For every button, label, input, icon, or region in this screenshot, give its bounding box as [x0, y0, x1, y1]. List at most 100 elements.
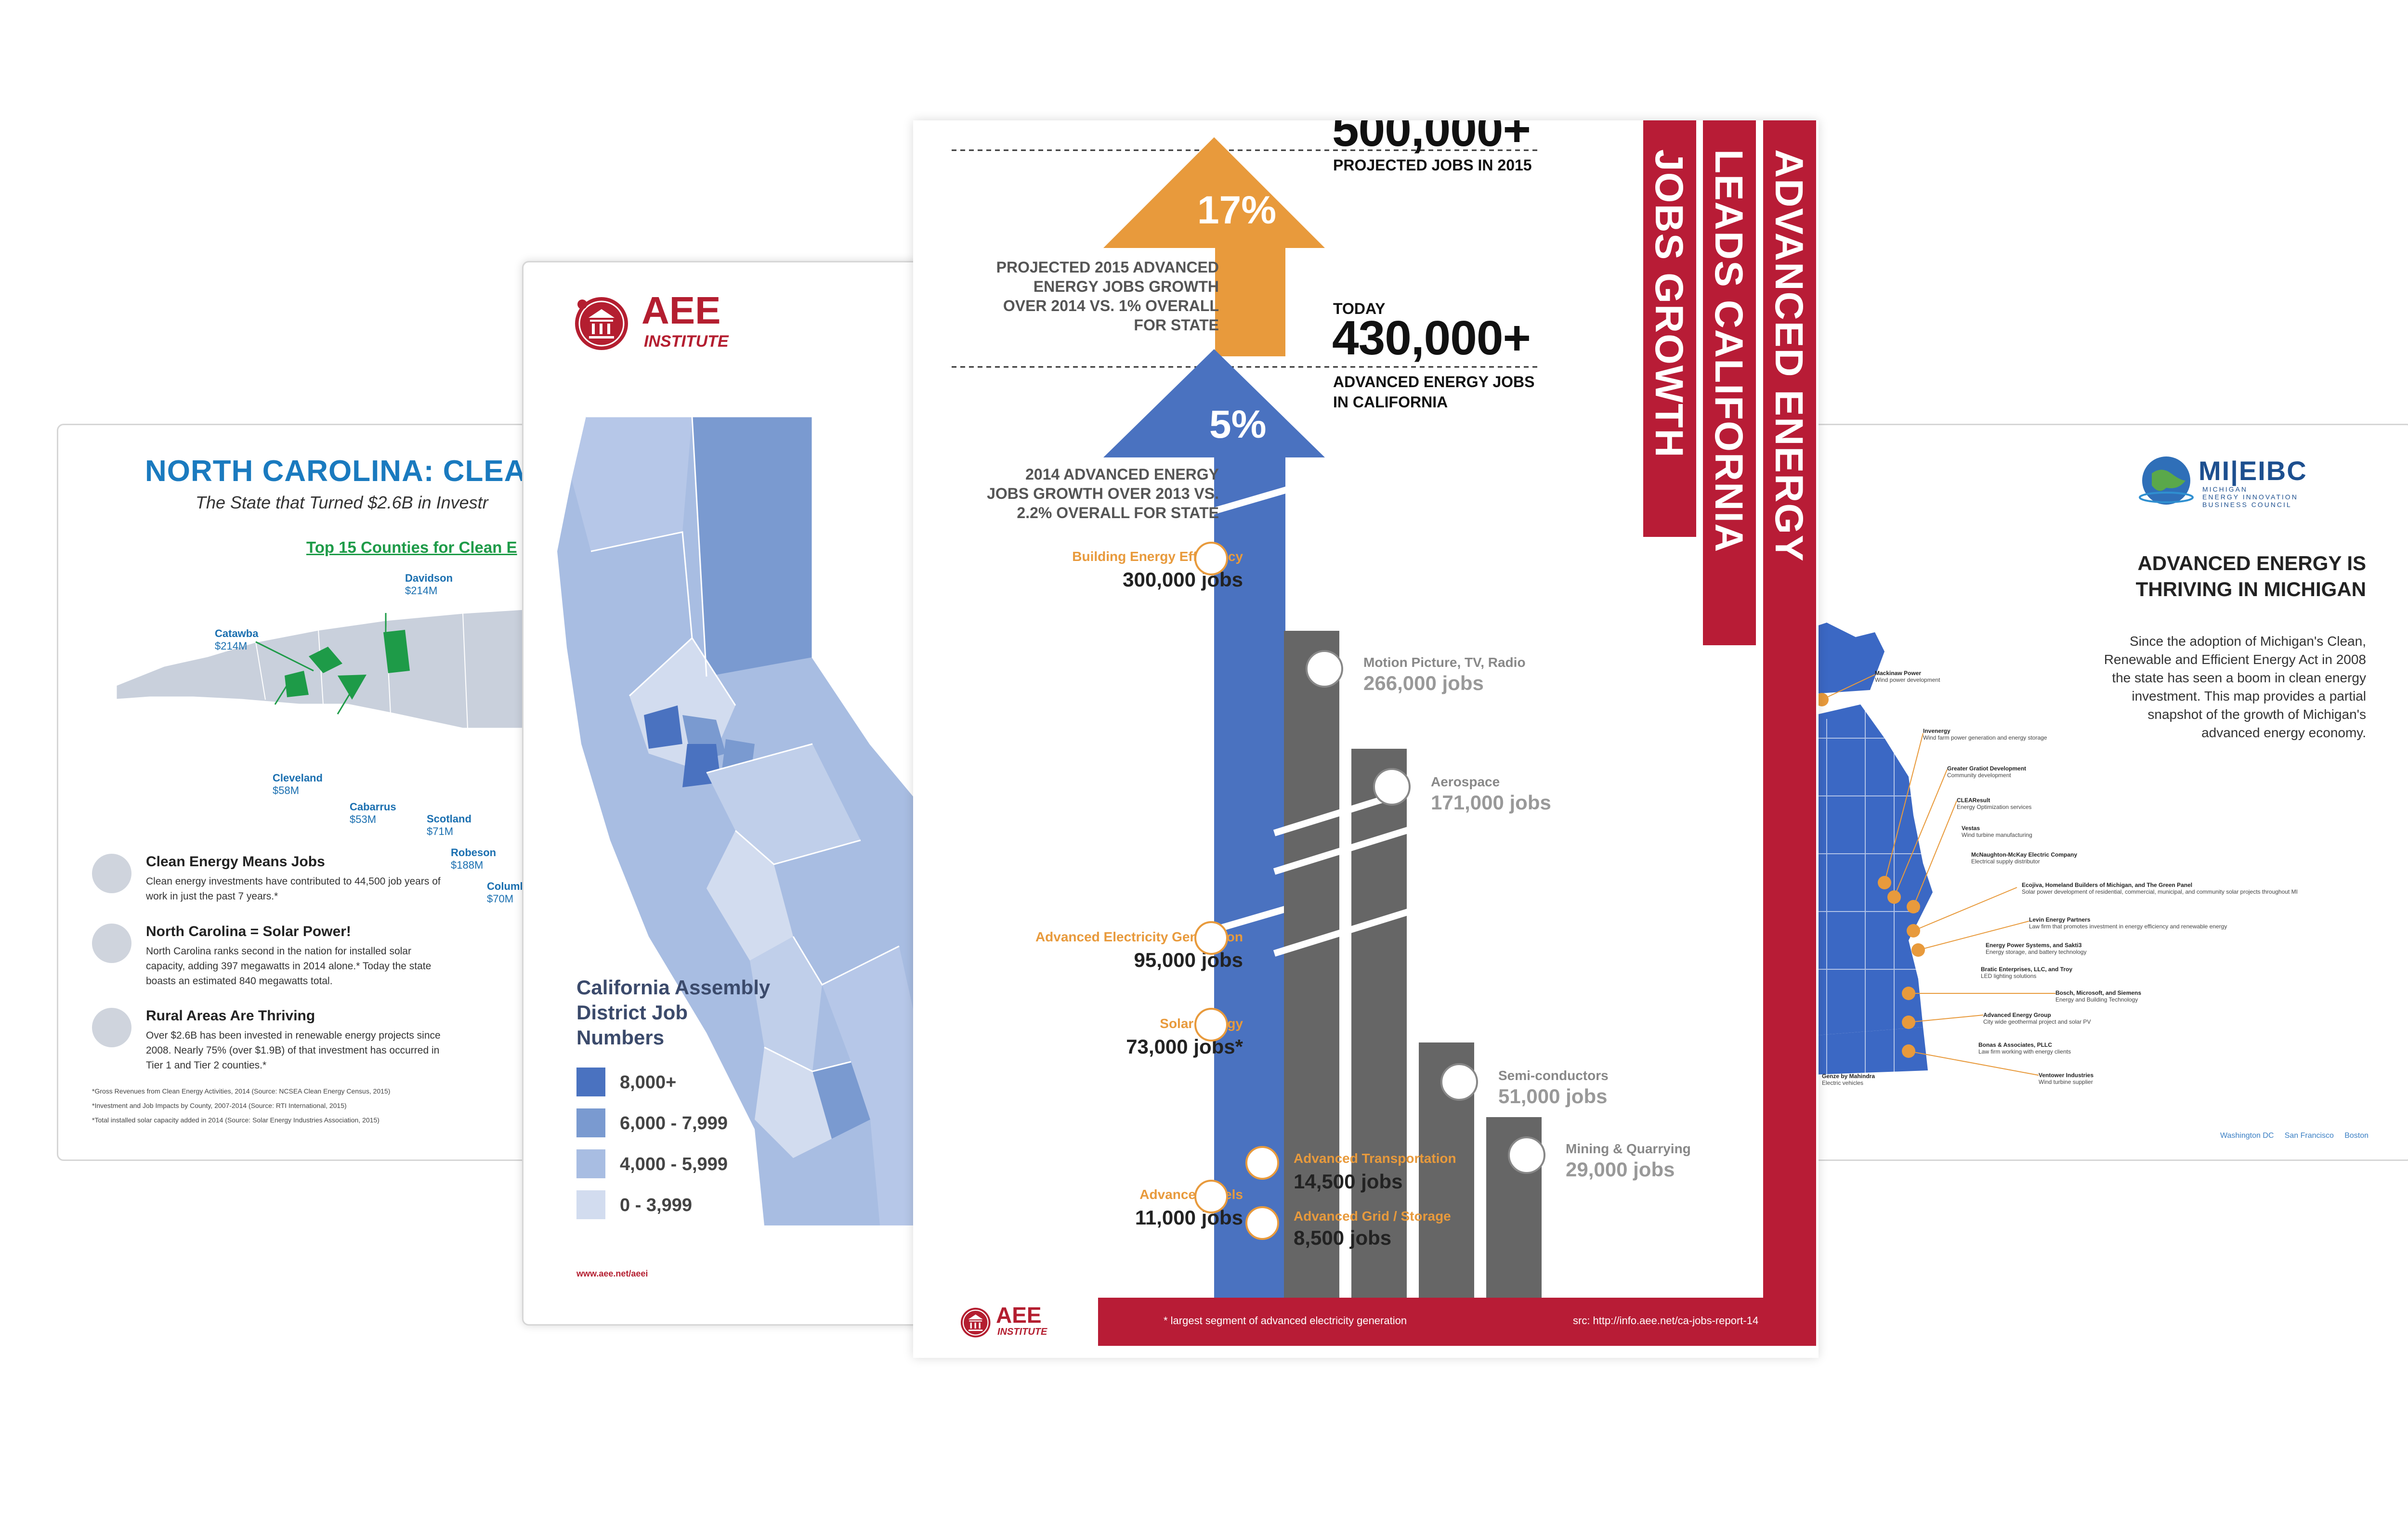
- pct-17: 17%: [1197, 188, 1277, 232]
- desc-2015-growth: PROJECTED 2015 ADVANCED ENERGY JOBS GROWT…: [996, 259, 1219, 334]
- mi-company-label: Levin Energy Partners Law firm that promo…: [2029, 916, 2227, 930]
- sun-icon: [1194, 1008, 1228, 1042]
- segment-label: Aerospace: [1431, 774, 1500, 789]
- mi-company-label: Bosch, Microsoft, and Siemens Energy and …: [2055, 990, 2142, 1003]
- projected-jobs-caption: PROJECTED JOBS IN 2015: [1333, 156, 1532, 174]
- aee-logo-text: AEE: [996, 1303, 1042, 1328]
- mi-infographic-card: Mackinaw Power Wind power development Inv…: [1796, 424, 2408, 1161]
- nc-county-label: Columb $70M: [487, 880, 526, 905]
- segment-label: Motion Picture, TV, Radio: [1363, 655, 1526, 670]
- leaf-icon: [92, 854, 131, 893]
- segment-value: 300,000 jobs: [1123, 568, 1243, 591]
- mi-company-label: Invenergy Wind farm power generation and …: [1923, 728, 2047, 741]
- orange-growth-arrow: [1103, 137, 1325, 356]
- mi-company-label: Ventower Industries Wind turbine supplier: [2039, 1072, 2094, 1085]
- legend-swatch: [576, 1108, 605, 1137]
- ribbon-text-jobs-growth: JOBS GROWTH: [1647, 149, 1691, 458]
- rocket-icon: [1373, 768, 1411, 806]
- trophy-icon: [92, 924, 131, 963]
- today-label: TODAY: [1333, 300, 1386, 317]
- today-caption: ADVANCED ENERGY JOBS IN CALIFORNIA: [1333, 373, 1535, 411]
- mi-company-label: Energy Power Systems, and Sakti3 Energy s…: [1986, 942, 2087, 955]
- mi-company-label: Greater Gratiot Development Community dev…: [1947, 765, 2027, 779]
- segment-value: 73,000 jobs*: [1126, 1035, 1243, 1058]
- truck-icon: [1245, 1146, 1279, 1180]
- desc-2014-growth: 2014 ADVANCED ENERGY JOBS GROWTH OVER 201…: [987, 466, 1219, 521]
- aee-logo-icon: [959, 1306, 993, 1340]
- ca-jobs-infographic: 17% 5% 500,000+ PROJECTED JOBS IN 2015 T…: [913, 120, 1819, 1358]
- projected-jobs-number: 500,000+: [1332, 120, 1531, 156]
- mi-company-label: McNaughton-McKay Electric Company Electri…: [1971, 851, 2078, 865]
- legend-swatch: [576, 1068, 605, 1096]
- nc-county-label: Scotland $71M: [427, 813, 471, 837]
- mi-company-label: CLEAResult Energy Optimization services: [1957, 797, 2032, 810]
- segment-value: 29,000 jobs: [1566, 1158, 1675, 1181]
- ribbon-jobs-growth: [1643, 120, 1696, 537]
- segment-value: 11,000 jobs: [1135, 1206, 1243, 1229]
- nc-subtitle: The State that Turned $2.6B in Investr: [196, 493, 488, 512]
- california-district-map: [557, 416, 918, 1225]
- nc-footnote: *Total installed solar capacity added in…: [92, 1116, 380, 1124]
- segment-value: 8,500 jobs: [1294, 1226, 1392, 1249]
- wheat-icon: [92, 1008, 131, 1047]
- mi-office-cities: Washington DC San Francisco Boston: [2220, 1132, 2369, 1140]
- nc-footnote: *Gross Revenues from Clean Energy Activi…: [92, 1087, 391, 1095]
- nc-county-label: Davidson $214M: [405, 572, 453, 597]
- nc-county-catawba: [309, 647, 342, 673]
- segment-value: 171,000 jobs: [1431, 791, 1551, 814]
- gears-icon: [1194, 921, 1228, 955]
- chip-icon: [1440, 1063, 1478, 1101]
- aee-url: www.aee.net/aeei: [576, 1269, 648, 1278]
- nc-title: NORTH CAROLINA: CLEA: [145, 455, 526, 488]
- aee-institute-text: INSTITUTE: [997, 1327, 1047, 1337]
- segment-value: 95,000 jobs: [1134, 949, 1243, 971]
- mieibc-logo-subtitle: MICHIGAN ENERGY INNOVATION BUSINESS COUNCI…: [2202, 485, 2298, 508]
- nc-county-cleveland: [285, 671, 309, 697]
- camera-icon: [1306, 650, 1343, 688]
- segment-label: Advanced Grid / Storage: [1294, 1209, 1451, 1224]
- shovel-icon: [1508, 1136, 1545, 1174]
- segment-value: 266,000 jobs: [1363, 672, 1484, 694]
- globe-icon: [2137, 452, 2195, 509]
- bar-motion-picture: [1284, 631, 1339, 1298]
- blue-growth-arrow: [1103, 349, 1325, 1298]
- nc-county-label: Cabarrus $53M: [350, 801, 396, 825]
- legend-swatch: [576, 1149, 605, 1178]
- ribbon-text-leads-california: LEADS CALIFORNIA: [1707, 149, 1751, 553]
- ribbon-leads-california: [1703, 120, 1756, 645]
- segment-label: Advanced Transportation: [1294, 1151, 1456, 1166]
- mi-company-label: Vestas Wind turbine manufacturing: [1962, 825, 2032, 838]
- nc-county-label: Cleveland $58M: [273, 772, 323, 796]
- segment-label: Mining & Quarrying: [1566, 1141, 1691, 1156]
- nc-county-cabarrus: [338, 675, 366, 700]
- nc-infographic-card: NORTH CAROLINA: CLEA The State that Turn…: [57, 424, 589, 1161]
- nc-top15-heading: Top 15 Counties for Clean E: [306, 538, 517, 556]
- pct-5: 5%: [1209, 403, 1267, 446]
- legend-swatch: [576, 1190, 605, 1219]
- mi-company-label: Advanced Energy Group City wide geotherma…: [1983, 1012, 2091, 1025]
- gauge-icon: [1245, 1206, 1279, 1240]
- mi-body-text: Since the adoption of Michigan's Clean, …: [2104, 634, 2366, 740]
- mi-heading: ADVANCED ENERGY IS THRIVING IN MICHIGAN: [2135, 552, 2366, 600]
- mi-company-label: Ecojiva, Homeland Builders of Michigan, …: [2022, 882, 2298, 895]
- segment-value: 14,500 jobs: [1294, 1170, 1403, 1193]
- footnote: * largest segment of advanced electricit…: [1164, 1315, 1407, 1327]
- mi-company-label: Bonas & Associates, PLLC Law firm working…: [1978, 1042, 2071, 1055]
- mi-company-label: Bratic Enterprises, LLC, and Troy LED lig…: [1981, 966, 2073, 979]
- today-jobs-number: 430,000+: [1332, 311, 1531, 365]
- mi-company-label: Mackinaw Power Wind power development: [1875, 670, 1940, 683]
- ribbon-text-advanced-energy: ADVANCED ENERGY: [1767, 149, 1811, 562]
- segment-value: 51,000 jobs: [1498, 1085, 1608, 1107]
- mi-company-label: Genze by Mahindra Electric vehicles: [1822, 1073, 1875, 1086]
- mi-connector-lines: [1815, 674, 2055, 1076]
- aee-institute-text: INSTITUTE: [644, 332, 729, 351]
- segment-label: Semi-conductors: [1498, 1068, 1609, 1083]
- mieibc-logo: MI|EIBC: [2199, 456, 2307, 486]
- nc-county-davidson: [383, 630, 410, 673]
- aee-logo-text: AEE: [641, 289, 721, 332]
- ca-map-card: AEE INSTITUTE California Assembly Distri…: [522, 261, 920, 1326]
- source-note: src: http://info.aee.net/ca-jobs-report-…: [1573, 1315, 1759, 1327]
- nc-county-label: Catawba $214M: [215, 627, 259, 652]
- nc-footnote: *Investment and Job Impacts by County, 2…: [92, 1102, 347, 1109]
- michigan-map: [1798, 623, 1933, 1075]
